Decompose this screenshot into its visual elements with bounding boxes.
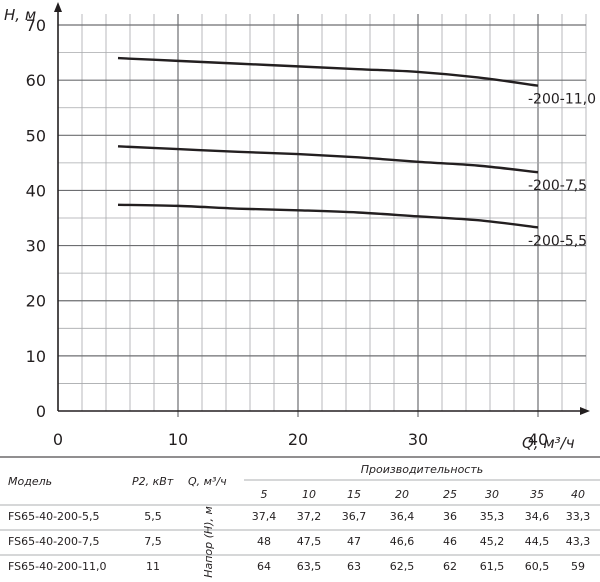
flow-value-header: 15 [347,488,361,501]
flow-value-header: 40 [571,488,585,501]
x-tick-label: 0 [53,430,63,449]
chart-tick-labels: 0 10 20 30 40 0 10 20 30 40 50 60 70 [26,16,549,449]
cell-head-value: 36,4 [390,510,415,523]
cell-head-value: 36 [443,510,457,523]
series-label: -200-7,5 [528,178,587,194]
cell-head-value: 62,5 [390,560,415,573]
flow-value-header: 5 [261,488,268,501]
y-tick-label: 20 [26,292,46,311]
cell-power: 11 [146,560,160,573]
cell-head-value: 47,5 [297,535,322,548]
cell-head-value: 37,4 [252,510,277,523]
cell-head-value: 46 [443,535,457,548]
flow-value-header: 20 [395,488,409,501]
y-axis-title: H, м [4,6,36,24]
cell-head-value: 64 [257,560,271,573]
cell-head-value: 34,6 [525,510,550,523]
series-line [117,56,539,87]
cell-head-value: 63,5 [297,560,322,573]
y-tick-label: 40 [26,181,46,200]
flow-value-header: 10 [302,488,316,501]
y-axis-arrow [54,2,62,12]
cell-head-value: 62 [443,560,457,573]
series-label: -200-11,0 [528,92,596,108]
series-line [117,203,539,229]
y-tick-label: 70 [26,16,46,35]
x-tick-label: 10 [168,430,188,449]
y-tick-label: 30 [26,237,46,256]
cell-head-value: 48 [257,535,271,548]
flow-value-header: 35 [530,488,544,501]
x-axis-arrow [580,407,590,415]
cell-head-value: 45,2 [480,535,505,548]
chart-grid [58,14,587,417]
chart-axes [54,2,590,415]
performance-table: Модель P2, кВт Q, м³/ч Производительность 5 1… [0,456,600,582]
x-tick-label: 40 [528,430,548,449]
cell-model: FS65-40-200-11,0 [8,560,107,573]
cell-model: FS65-40-200-7,5 [8,535,100,548]
header-head: Напор (H), м [202,506,215,578]
chart-series: -200-11,0 -200-7,5 -200-5,5 [117,56,596,249]
cell-power: 7,5 [144,535,162,548]
cell-head-value: 35,3 [480,510,505,523]
cell-head-value: 63 [347,560,361,573]
pump-curve-chart: -200-11,0 -200-7,5 -200-5,5 0 10 20 30 40 0 10 20… [4,2,596,452]
cell-head-value: 43,3 [566,535,591,548]
cell-head-value: 44,5 [525,535,550,548]
series-label: -200-5,5 [528,233,587,249]
cell-head-value: 46,6 [390,535,415,548]
y-tick-label: 10 [26,347,46,366]
cell-head-value: 61,5 [480,560,505,573]
flow-value-header: 30 [485,488,499,501]
cell-head-value: 33,3 [566,510,591,523]
header-power: P2, кВт [132,475,174,488]
y-tick-label: 0 [36,402,46,421]
cell-head-value: 36,7 [342,510,367,523]
series-line [117,145,539,174]
header-model: Модель [8,475,52,488]
x-axis-title: Q, м³/ч [522,434,575,452]
cell-head-value: 47 [347,535,361,548]
cell-head-value: 60,5 [525,560,550,573]
y-tick-label: 60 [26,71,46,90]
cell-power: 5,5 [144,510,162,523]
flow-value-header: 25 [443,488,457,501]
header-group: Производительность [361,463,484,476]
cell-model: FS65-40-200-5,5 [8,510,100,523]
x-tick-label: 30 [408,430,428,449]
cell-head-value: 37,2 [297,510,322,523]
x-tick-label: 20 [288,430,308,449]
header-flow: Q, м³/ч [188,475,227,488]
cell-head-value: 59 [571,560,585,573]
y-tick-label: 50 [26,126,46,145]
